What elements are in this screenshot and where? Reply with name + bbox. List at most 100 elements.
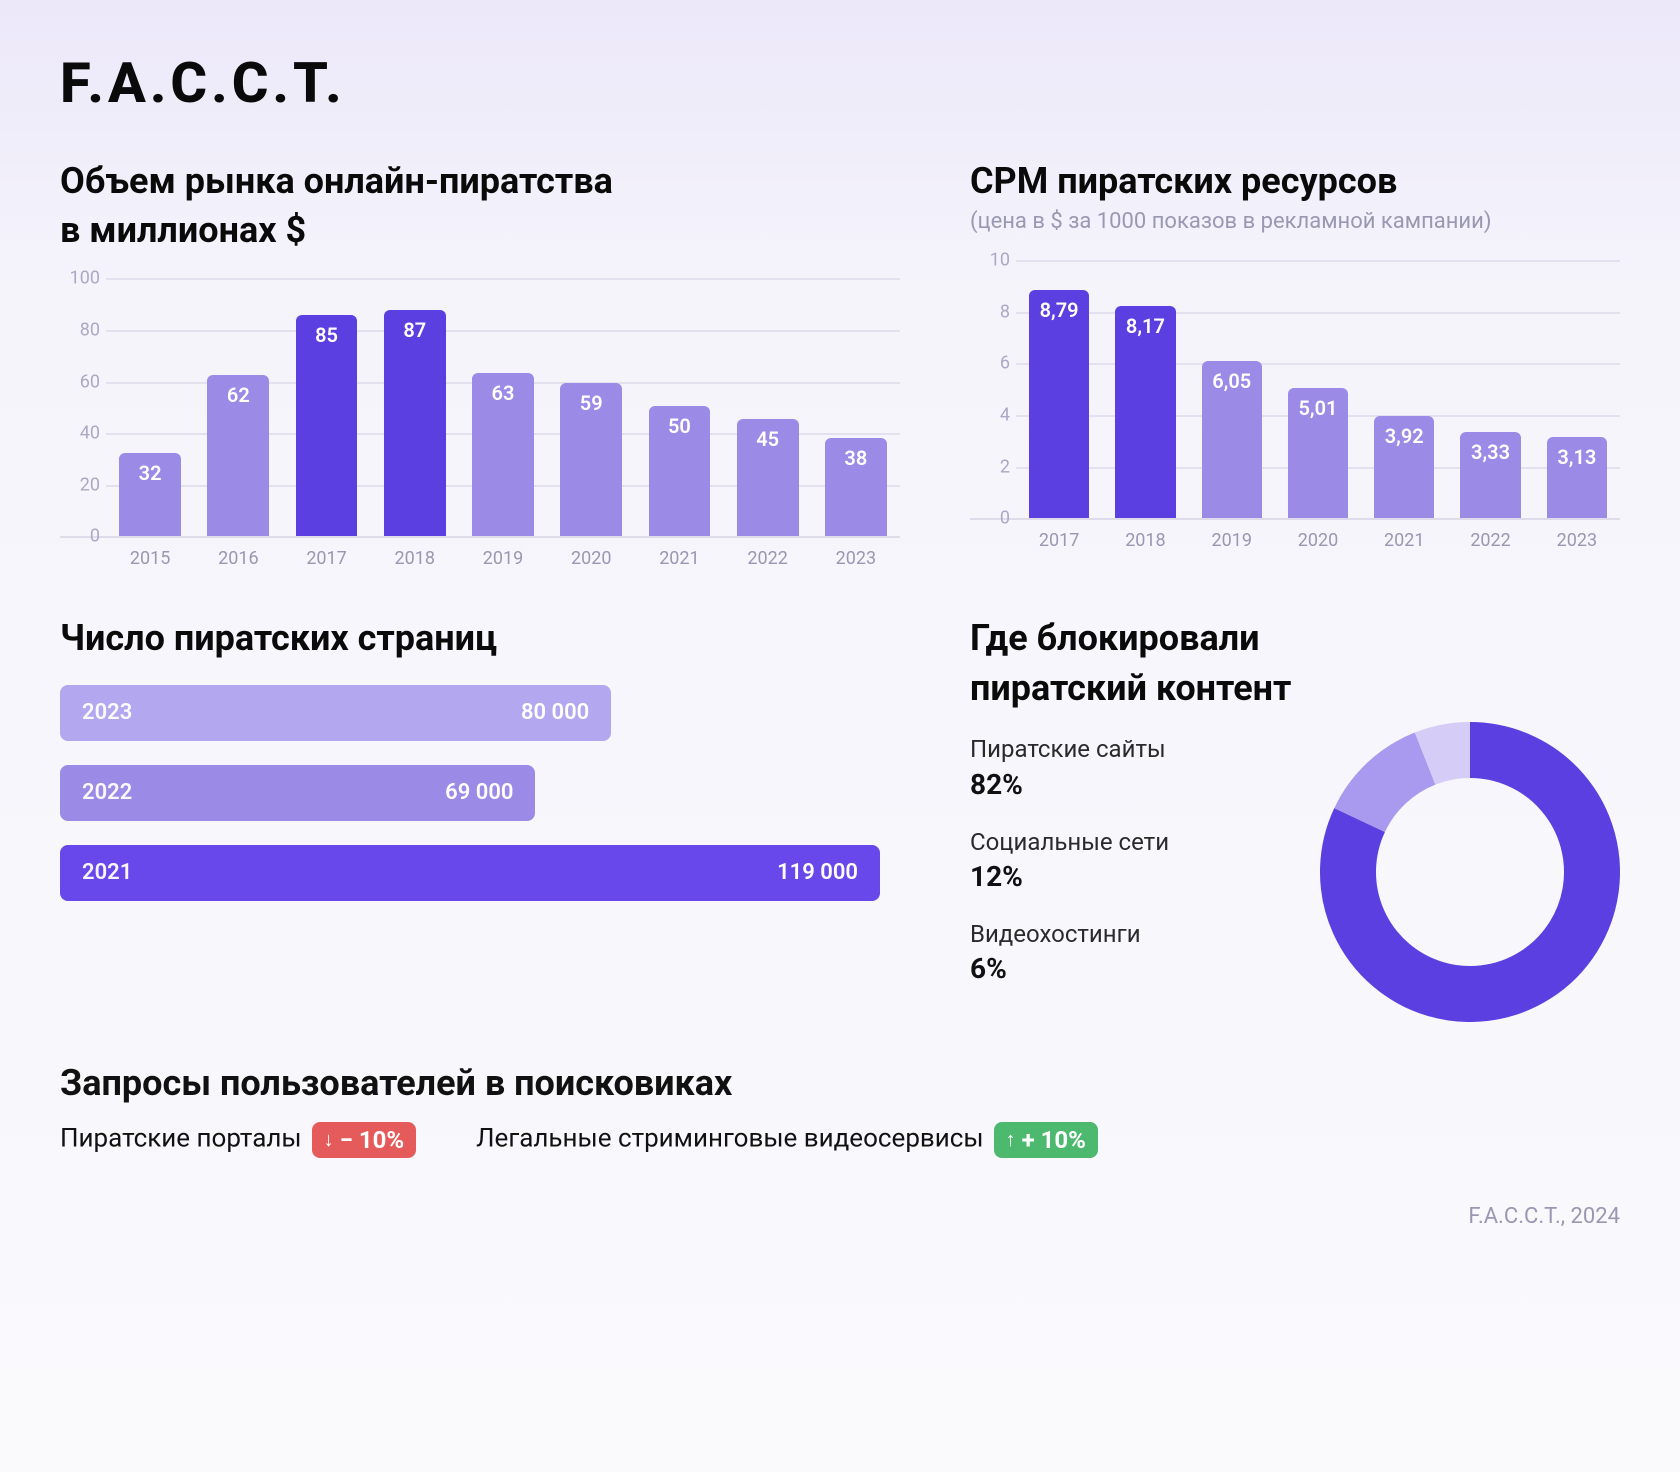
y-tick-label: 20 xyxy=(60,474,100,495)
blocked-section: Где блокировали пиратский контент Пиратс… xyxy=(970,617,1620,1021)
cpm-section: CPM пиратских ресурсов (цена в $ за 1000… xyxy=(970,160,1620,569)
x-tick-label: 2023 xyxy=(1534,530,1620,551)
donut-slice xyxy=(1425,750,1470,759)
queries-section: Запросы пользователей в поисковиках Пира… xyxy=(60,1062,1620,1158)
donut-legend-item: Видеохостинги6% xyxy=(970,918,1169,988)
bar: 62 xyxy=(207,375,269,536)
x-tick-label: 2016 xyxy=(194,548,282,569)
delta-value: + 10% xyxy=(1022,1126,1086,1154)
bar: 8,79 xyxy=(1029,290,1089,519)
bar-value-label: 63 xyxy=(492,381,515,405)
bar: 6,05 xyxy=(1202,361,1262,518)
x-tick-label: 2017 xyxy=(1016,530,1102,551)
blocked-title-1: Где блокировали xyxy=(970,617,1620,660)
bar-value-label: 85 xyxy=(315,323,338,347)
x-tick-label: 2021 xyxy=(1361,530,1447,551)
query-item: Легальные стриминговые видеосервисы↑+ 10… xyxy=(476,1122,1098,1158)
bar: 3,13 xyxy=(1547,437,1607,518)
y-tick-label: 6 xyxy=(970,353,1010,374)
bar: 3,33 xyxy=(1460,432,1520,519)
bar: 50 xyxy=(649,406,711,536)
footer-credit: F.A.C.C.T., 2024 xyxy=(60,1204,1620,1229)
bar: 63 xyxy=(472,373,534,537)
queries-title: Запросы пользователей в поисковиках xyxy=(60,1062,1620,1104)
bar-value-label: 38 xyxy=(844,446,867,470)
donut-chart xyxy=(1320,722,1620,1022)
bar: 5,01 xyxy=(1288,388,1348,518)
bar-value-label: 6,05 xyxy=(1212,369,1251,393)
query-label: Пиратские порталы xyxy=(60,1123,302,1153)
x-tick-label: 2018 xyxy=(1102,530,1188,551)
bar-value-label: 87 xyxy=(403,318,426,342)
main-grid: Объем рынка онлайн-пиратства в миллионах… xyxy=(60,160,1620,1022)
x-tick-label: 2019 xyxy=(1189,530,1275,551)
bar-value-label: 45 xyxy=(756,427,779,451)
donut-legend: Пиратские сайты 82% Социальные сети12% Виде… xyxy=(970,733,1169,1010)
market-chart: 020406080100 326285876359504538 20152016… xyxy=(60,278,900,569)
blocked-title-2: пиратский контент xyxy=(970,667,1620,710)
bar-value-label: 3,33 xyxy=(1471,440,1510,464)
hbar: 202269 000 xyxy=(60,765,535,821)
delta-value: − 10% xyxy=(340,1126,405,1154)
y-tick-label: 0 xyxy=(970,508,1010,529)
bar: 87 xyxy=(384,310,446,536)
x-tick-label: 2017 xyxy=(282,548,370,569)
hbar: 2021119 000 xyxy=(60,845,880,901)
x-tick-label: 2020 xyxy=(547,548,635,569)
bar: 3,92 xyxy=(1374,416,1434,518)
x-tick-label: 2015 xyxy=(106,548,194,569)
arrow-down-icon: ↓ xyxy=(324,1127,334,1152)
y-tick-label: 4 xyxy=(970,404,1010,425)
bar-value-label: 32 xyxy=(139,461,162,485)
cpm-subtitle: (цена в $ за 1000 показов в рекламной ка… xyxy=(970,209,1620,234)
x-tick-label: 2020 xyxy=(1275,530,1361,551)
legend-label: Социальные сети xyxy=(970,828,1169,856)
cpm-chart: 0246810 8,798,176,055,013,923,333,13 201… xyxy=(970,260,1620,551)
legend-percent: 82% xyxy=(970,766,1169,804)
y-tick-label: 60 xyxy=(60,371,100,392)
legend-label: Пиратские сайты xyxy=(970,735,1166,763)
y-tick-label: 80 xyxy=(60,319,100,340)
y-tick-label: 40 xyxy=(60,423,100,444)
x-tick-label: 2018 xyxy=(371,548,459,569)
donut-slice xyxy=(1360,758,1425,819)
bar-value-label: 3,92 xyxy=(1385,424,1424,448)
arrow-up-icon: ↑ xyxy=(1006,1127,1016,1152)
hbar-year: 2021 xyxy=(82,860,132,885)
bar-value-label: 8,79 xyxy=(1040,298,1079,322)
x-tick-label: 2023 xyxy=(812,548,900,569)
bar: 32 xyxy=(119,453,181,536)
bar-value-label: 3,13 xyxy=(1557,445,1596,469)
bar: 8,17 xyxy=(1115,306,1175,518)
market-title-1: Объем рынка онлайн-пиратства xyxy=(60,160,900,203)
y-tick-label: 2 xyxy=(970,456,1010,477)
legend-percent: 12% xyxy=(970,858,1169,896)
bar: 38 xyxy=(825,438,887,537)
x-tick-label: 2022 xyxy=(724,548,812,569)
bar-value-label: 59 xyxy=(580,391,603,415)
bar-value-label: 62 xyxy=(227,383,250,407)
query-item: Пиратские порталы ↓− 10% xyxy=(60,1122,416,1158)
hbar: 2023 80 000 xyxy=(60,685,611,741)
market-section: Объем рынка онлайн-пиратства в миллионах… xyxy=(60,160,900,569)
hbar-value: 80 000 xyxy=(521,700,589,725)
bar-value-label: 5,01 xyxy=(1298,396,1337,420)
x-tick-label: 2022 xyxy=(1447,530,1533,551)
legend-percent: 6% xyxy=(970,950,1169,988)
bar: 85 xyxy=(296,315,358,536)
y-tick-label: 8 xyxy=(970,301,1010,322)
y-tick-label: 100 xyxy=(60,268,100,289)
pages-title: Число пиратских страниц xyxy=(60,617,900,660)
pages-section: Число пиратских страниц 2023 80 000 202269… xyxy=(60,617,900,1021)
x-tick-label: 2019 xyxy=(459,548,547,569)
donut-legend-item: Пиратские сайты 82% xyxy=(970,733,1169,803)
y-tick-label: 10 xyxy=(970,250,1010,271)
bar-value-label: 8,17 xyxy=(1126,314,1165,338)
delta-badge-down: ↓− 10% xyxy=(312,1122,417,1158)
hbar-value: 69 000 xyxy=(445,780,513,805)
delta-badge-up: ↑+ 10% xyxy=(994,1122,1098,1158)
y-tick-label: 0 xyxy=(60,526,100,547)
x-tick-label: 2021 xyxy=(635,548,723,569)
hbar-year: 2023 xyxy=(82,700,132,725)
brand-logo: F.A.C.C.T. xyxy=(60,50,1620,116)
